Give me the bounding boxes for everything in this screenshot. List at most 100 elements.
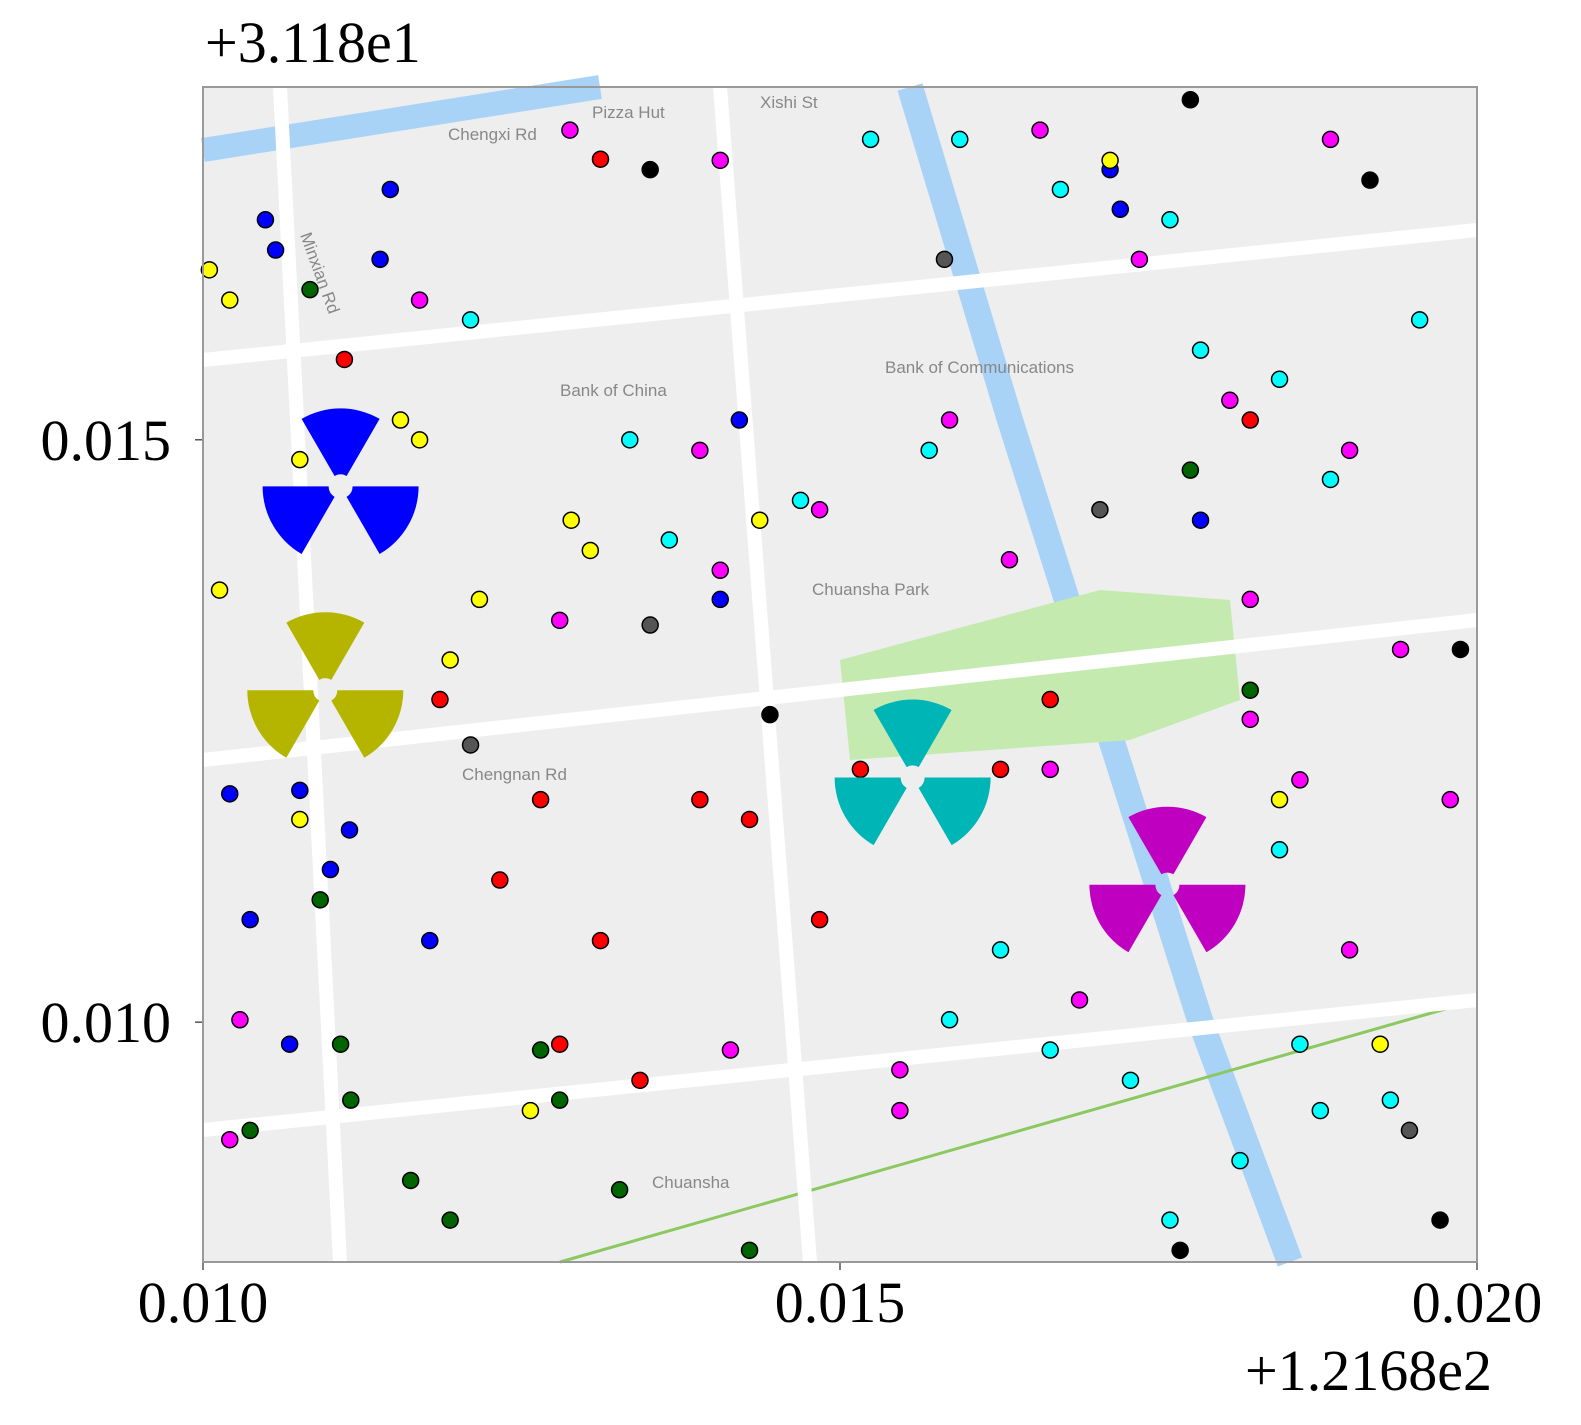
map-label: Chuansha bbox=[652, 1173, 730, 1192]
point bbox=[1111, 200, 1130, 219]
point bbox=[340, 821, 359, 839]
map-background: Pizza Hut Xishi St Chengxi Rd Bank of Ch… bbox=[201, 75, 1478, 1267]
point bbox=[935, 250, 954, 269]
point bbox=[1241, 411, 1259, 429]
point bbox=[550, 1035, 569, 1053]
point bbox=[1361, 171, 1379, 189]
point bbox=[631, 1071, 649, 1090]
point bbox=[371, 250, 389, 269]
point bbox=[1181, 91, 1200, 109]
point bbox=[550, 611, 569, 630]
point bbox=[491, 871, 509, 889]
point bbox=[221, 785, 239, 803]
x-tick-label: 0.015 bbox=[775, 1270, 906, 1335]
point bbox=[470, 590, 489, 609]
point bbox=[291, 781, 309, 800]
point bbox=[1191, 341, 1210, 359]
point bbox=[810, 500, 829, 519]
grid bbox=[195, 439, 1478, 1270]
point bbox=[381, 180, 400, 199]
point bbox=[991, 760, 1010, 779]
point bbox=[461, 736, 480, 754]
river bbox=[201, 75, 602, 162]
point bbox=[711, 561, 729, 580]
point bbox=[531, 1041, 550, 1059]
point bbox=[241, 1121, 259, 1140]
point bbox=[730, 411, 749, 429]
point bbox=[391, 411, 410, 429]
point bbox=[335, 350, 354, 369]
point bbox=[1291, 1035, 1309, 1053]
point bbox=[421, 931, 439, 950]
point bbox=[940, 411, 959, 429]
point bbox=[1161, 211, 1179, 229]
point bbox=[301, 280, 319, 299]
point bbox=[410, 291, 429, 309]
source-marker bbox=[247, 612, 404, 758]
point bbox=[711, 590, 729, 609]
point bbox=[1321, 470, 1340, 489]
point bbox=[610, 1181, 629, 1199]
point bbox=[1000, 551, 1019, 569]
point bbox=[621, 431, 639, 449]
source-marker bbox=[262, 408, 419, 554]
point bbox=[1340, 441, 1359, 460]
point bbox=[1451, 640, 1470, 659]
point bbox=[221, 291, 239, 309]
point bbox=[1041, 760, 1059, 779]
point bbox=[641, 616, 659, 634]
point bbox=[1441, 790, 1459, 809]
point bbox=[550, 1091, 569, 1109]
point bbox=[1041, 1041, 1059, 1059]
point bbox=[891, 1101, 909, 1120]
point bbox=[1091, 500, 1109, 519]
point bbox=[1270, 370, 1289, 389]
point bbox=[991, 941, 1010, 959]
point bbox=[401, 1171, 420, 1190]
source-marker bbox=[834, 699, 991, 846]
point bbox=[1181, 461, 1200, 479]
point bbox=[311, 891, 329, 909]
map-label: Bank of China bbox=[560, 381, 667, 400]
x-tick-label: 0.010 bbox=[138, 1270, 269, 1335]
y-tick-label: 0.010 bbox=[41, 990, 172, 1055]
point bbox=[1371, 1035, 1389, 1053]
point bbox=[1031, 121, 1049, 139]
point bbox=[1171, 1241, 1189, 1260]
source-marker bbox=[1089, 806, 1246, 953]
map-area bbox=[203, 87, 1477, 1262]
point bbox=[740, 810, 759, 829]
point bbox=[221, 1130, 239, 1149]
point bbox=[761, 705, 779, 724]
point bbox=[1340, 941, 1359, 959]
point bbox=[1130, 250, 1149, 269]
point bbox=[1391, 640, 1410, 659]
point bbox=[740, 1241, 759, 1260]
point bbox=[531, 790, 550, 809]
point bbox=[1161, 1211, 1179, 1229]
point bbox=[231, 1011, 249, 1029]
point bbox=[1270, 841, 1289, 859]
point bbox=[691, 441, 709, 460]
point bbox=[750, 511, 769, 529]
point bbox=[291, 810, 309, 829]
point bbox=[1041, 690, 1059, 709]
point bbox=[1400, 1121, 1419, 1140]
point bbox=[266, 241, 285, 259]
map-label: Xishi St bbox=[760, 93, 818, 112]
point bbox=[431, 690, 449, 709]
point bbox=[410, 431, 429, 449]
map-label: Bank of Communications bbox=[885, 358, 1074, 377]
point bbox=[200, 261, 219, 279]
point bbox=[951, 130, 969, 149]
point bbox=[461, 311, 480, 329]
point bbox=[1291, 771, 1309, 789]
point bbox=[641, 160, 659, 179]
point bbox=[280, 1035, 299, 1053]
point bbox=[1241, 710, 1259, 729]
point bbox=[1121, 1071, 1140, 1090]
point bbox=[721, 1041, 740, 1059]
point bbox=[660, 531, 679, 549]
map-label: Chengnan Rd bbox=[462, 765, 567, 784]
